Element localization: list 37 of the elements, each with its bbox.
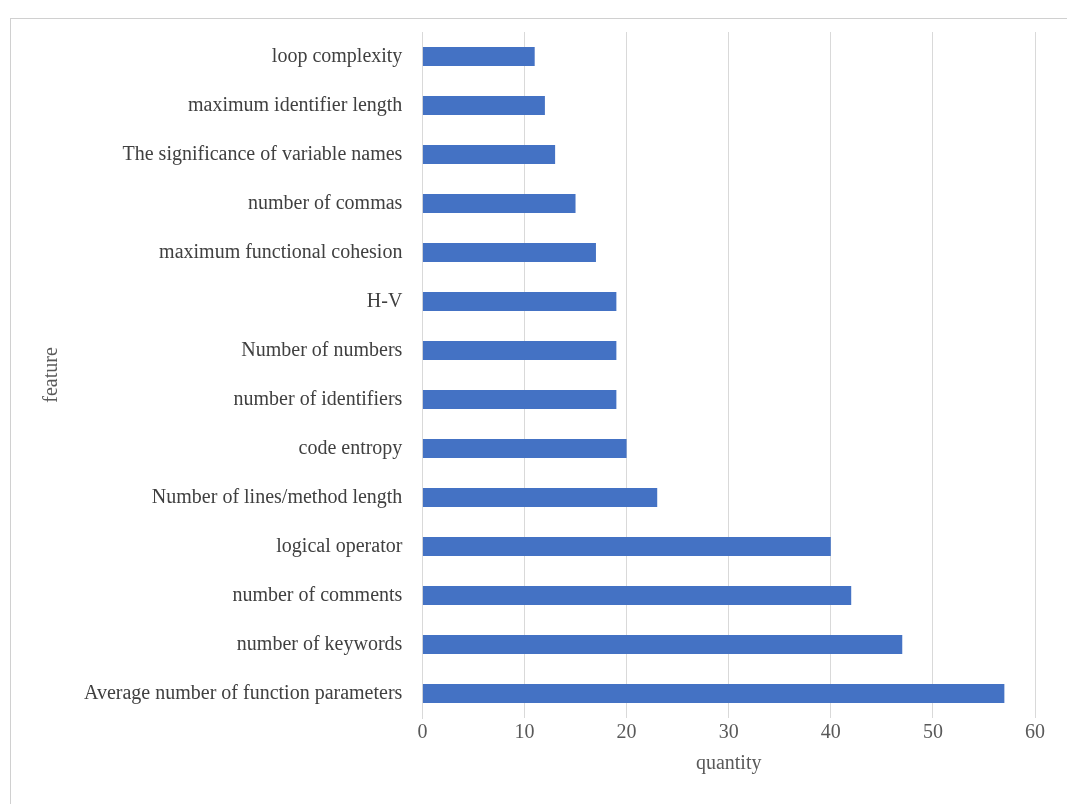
bar <box>422 634 903 655</box>
bar <box>422 585 852 606</box>
bar <box>422 487 658 508</box>
y-tick-label: Number of numbers <box>241 337 403 360</box>
y-tick-label: loop complexity <box>271 43 403 67</box>
y-tick-label: number of keywords <box>236 631 403 655</box>
bar <box>422 144 556 165</box>
bar <box>422 193 576 214</box>
x-tick-label: 20 <box>616 720 637 743</box>
bar <box>422 46 535 67</box>
y-tick-label: number of identifiers <box>233 386 403 409</box>
bar <box>422 340 617 361</box>
bar <box>422 95 545 116</box>
bar <box>422 683 1005 704</box>
y-axis-title: feature <box>39 347 62 403</box>
y-tick-label: code entropy <box>298 435 403 459</box>
y-tick-label: Number of lines/method length <box>151 484 403 508</box>
bar <box>422 536 831 557</box>
x-tick-label: 50 <box>922 720 943 743</box>
y-tick-label: maximum functional cohesion <box>159 239 403 262</box>
y-tick-label: number of comments <box>232 582 403 605</box>
y-tick-label: H-V <box>366 288 403 311</box>
y-tick-label: Average number of function parameters <box>83 680 403 704</box>
x-tick-label: 30 <box>718 720 739 743</box>
y-tick-label: maximum identifier length <box>187 92 403 116</box>
y-tick-label: logical operator <box>276 533 403 557</box>
x-tick-label: 40 <box>820 720 841 743</box>
bar <box>422 389 617 410</box>
x-tick-label: 60 <box>1025 720 1045 743</box>
bar <box>422 438 627 459</box>
x-axis-title: quantity <box>695 751 762 775</box>
y-tick-label: The significance of variable names <box>122 141 403 165</box>
y-tick-label: number of commas <box>247 190 403 213</box>
bar <box>422 291 617 312</box>
x-tick-label: 10 <box>514 720 535 743</box>
bar <box>422 242 596 263</box>
x-tick-label: 0 <box>417 720 428 743</box>
